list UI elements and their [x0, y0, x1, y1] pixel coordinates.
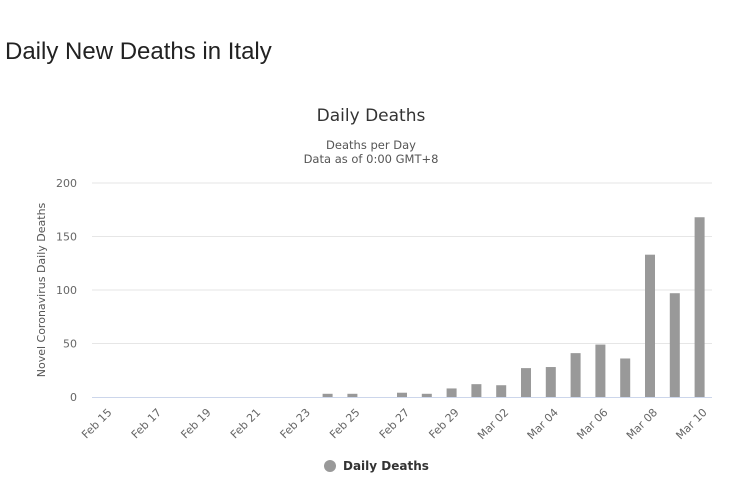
y-tick-label: 200: [56, 177, 77, 190]
legend-swatch-icon: [324, 460, 336, 472]
bar[interactable]: [421, 393, 432, 397]
y-tick-label: 100: [56, 284, 77, 297]
x-tick-label: Mar 04: [525, 406, 561, 442]
bar[interactable]: [645, 254, 655, 397]
x-tick-label: Feb 29: [426, 406, 461, 441]
bar[interactable]: [322, 393, 333, 397]
x-tick-label: Mar 02: [475, 406, 511, 442]
bar[interactable]: [545, 367, 556, 397]
x-tick-label: Feb 19: [178, 406, 213, 441]
legend-label: Daily Deaths: [343, 459, 429, 473]
x-tick-label: Feb 15: [79, 406, 114, 441]
x-tick-label: Feb 23: [278, 406, 313, 441]
bar[interactable]: [620, 358, 631, 397]
x-tick-label: Mar 06: [574, 406, 610, 442]
chart-subtitle-line-2: Data as of 0:00 GMT+8: [304, 152, 439, 166]
bar[interactable]: [496, 385, 507, 397]
x-tick-label: Mar 10: [673, 406, 709, 442]
y-tick-label: 0: [70, 391, 77, 404]
bar[interactable]: [397, 392, 407, 397]
x-tick-label: Feb 27: [377, 406, 412, 441]
y-axis-ticks: 0 50 100 150 200: [56, 177, 77, 404]
legend[interactable]: Daily Deaths: [324, 459, 429, 473]
x-tick-label: Feb 25: [327, 406, 362, 441]
bar[interactable]: [570, 353, 581, 397]
chart-title: Daily Deaths: [317, 106, 426, 126]
bar[interactable]: [347, 393, 358, 397]
bar[interactable]: [471, 384, 482, 397]
y-axis-title: Novel Coronavirus Daily Deaths: [35, 202, 48, 377]
bar[interactable]: [521, 368, 531, 397]
bar[interactable]: [669, 293, 680, 397]
x-tick-label: Feb 21: [228, 406, 263, 441]
x-tick-label: Feb 17: [129, 406, 164, 441]
bar[interactable]: [595, 344, 606, 397]
bar[interactable]: [694, 217, 705, 397]
gridlines: [92, 182, 712, 344]
y-tick-label: 150: [56, 231, 77, 244]
x-tick-label: Mar 08: [624, 406, 660, 442]
bars: [322, 217, 705, 397]
chart-subtitle-line-1: Deaths per Day: [326, 138, 416, 152]
page-heading: Daily New Deaths in Italy: [5, 38, 272, 65]
y-tick-label: 50: [63, 338, 77, 351]
bar[interactable]: [446, 388, 457, 397]
x-axis-ticks: Feb 15 Feb 17 Feb 19 Feb 21 Feb 23 Feb 25 Feb …: [79, 406, 710, 442]
